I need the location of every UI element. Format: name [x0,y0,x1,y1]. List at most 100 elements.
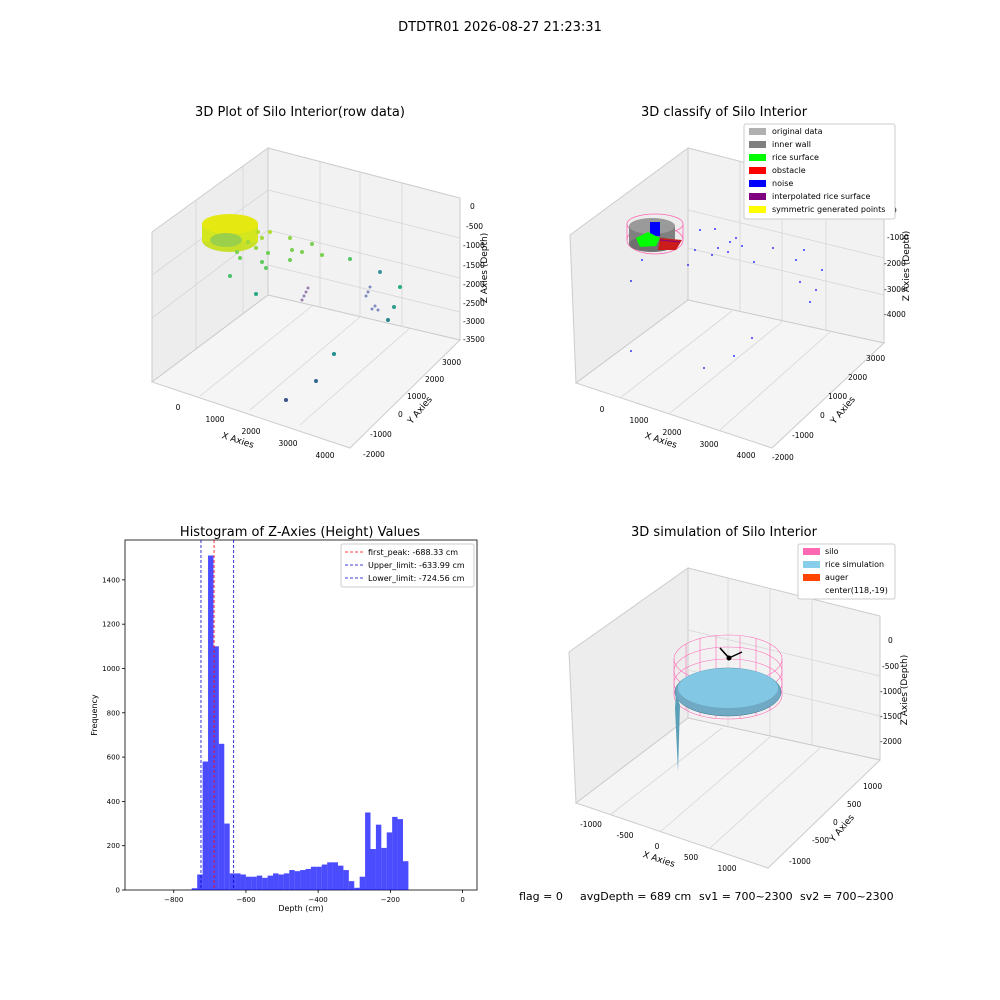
hist-xtick-label: −400 [309,896,328,904]
hist-legend: first_peak: -688.33 cm Upper_limit: -633… [340,543,475,588]
hist-y-axis: 0 200 400 600 800 1000 1200 1400 [102,576,125,895]
hist-bar [294,871,301,890]
panel2-ztick: -3000 [884,285,906,294]
hist-bar [397,819,403,890]
panel1-ytick: -1000 [370,430,392,439]
hist-title: Histogram of Z-Axies (Height) Values [180,525,420,540]
legend-swatch [803,548,820,555]
legend-label: original data [772,127,823,136]
panel4-ztick: -500 [882,662,899,671]
sv2-text: sv2 = 700~2300 [800,890,894,903]
panel4-ytick: -1000 [789,857,811,866]
hist-bar [392,816,398,890]
hist-ytick-label: 600 [107,754,120,762]
panel1-floor [150,294,461,449]
panel2-xtick: 3000 [699,440,718,449]
panel1-title: 3D Plot of Silo Interior(row data) [195,105,405,120]
legend-label: center(118,-19) [825,586,888,595]
legend-label: rice surface [772,153,819,162]
panel1-xtick: 1000 [205,415,224,424]
panel2-title: 3D classify of Silo Interior [641,105,808,120]
panel1-xtick: 4000 [315,451,334,460]
legend-label: noise [772,179,793,188]
hist-bar [381,847,387,890]
hist-xtick-label: −600 [236,896,255,904]
panel1-ytick: 0 [398,410,403,419]
hist-bar [251,876,257,890]
legend-label: Upper_limit: -633.99 cm [368,561,465,570]
panel1-ytick: -2000 [363,450,385,459]
hist-bar [256,875,263,890]
panel1-ztick: -1000 [463,241,485,250]
legend-swatch [749,128,766,135]
hist-ytick-label: 1200 [102,621,120,629]
panel-simulation-3d: 3D simulation of Silo Interior -1000 -50… [568,525,910,873]
panel1-ztick: -1500 [463,261,485,270]
panel2-floor [574,299,886,449]
panel1-ytick: 3000 [442,358,461,367]
panel2-classified-silo [626,213,684,255]
hist-bar [197,874,203,890]
hist-bar [321,864,328,890]
panel2-ytick: 0 [820,411,825,420]
hist-bar [235,873,241,890]
hist-bar [208,555,214,890]
hist-bar [218,743,225,890]
hist-ytick-label: 1400 [102,576,120,584]
panel4-floor [574,717,882,869]
panel1-xtick: 3000 [278,439,297,448]
hist-xtick-label: −200 [381,896,400,904]
panel1-zlabel: Z Axies (Depth) [480,233,490,304]
panel4-legend: silo rice simulation auger center(118,-1… [797,543,896,600]
hist-ytick-label: 200 [107,842,120,850]
panel1-ytick: 2000 [425,375,444,384]
hist-plot-area [124,539,478,891]
hist-bar [289,870,295,890]
hist-xtick-label: −800 [164,896,183,904]
panel4-ztick: -1000 [880,687,902,696]
hist-bar [332,862,339,890]
panel2-ytick: 3000 [866,354,885,363]
hist-bar [283,873,290,890]
legend-label: interpolated rice surface [772,192,870,201]
legend-label: first_peak: -688.33 cm [368,548,458,557]
hist-ytick-label: 800 [107,709,120,717]
hist-bar [316,866,322,890]
panel1-ytick: 1000 [407,392,426,401]
panel2-xtick: 2000 [662,428,681,437]
legend-swatch [749,180,766,187]
hist-bar [310,866,317,890]
legend-label: silo [825,547,839,556]
hist-bar [229,873,236,890]
hist-bar [202,761,209,890]
panel-histogram: Histogram of Z-Axies (Height) Values −80… [90,525,478,913]
legend-label: inner wall [772,140,811,149]
panel4-ytick: 1000 [863,782,882,791]
hist-bar [262,877,268,890]
hist-bar [386,832,393,890]
panel4-xtick: 0 [655,842,660,851]
hist-bar [224,823,230,890]
hist-bar [402,861,409,890]
panel4-title: 3D simulation of Silo Interior [631,525,818,540]
panel4-xtick: 1000 [717,864,736,873]
hist-bar [365,812,371,890]
footer-stats: flag = 0 avgDepth = 689 cm sv1 = 700~230… [519,890,894,903]
hist-bars [191,555,409,890]
panel2-legend: original data inner wall rice surface ob… [743,123,896,220]
panel4-zlabel: Z Axies (Depth) [900,655,910,726]
hist-bar [300,870,306,890]
hist-xtick-label: 0 [460,896,464,904]
panel4-ztick: -2000 [880,737,902,746]
legend-swatch [749,206,766,213]
hist-bar [278,874,284,890]
flag-text: flag = 0 [519,890,563,903]
legend-label: symmetric generated points [772,205,885,214]
hist-vlines [200,540,235,890]
hist-bar [267,875,274,890]
panel2-ytick: -1000 [792,431,814,440]
panel4-xtick: 500 [684,853,699,862]
panel2-ztick: -2000 [884,259,906,268]
hist-x-axis: −800 −600 −400 −200 0 [164,890,465,904]
